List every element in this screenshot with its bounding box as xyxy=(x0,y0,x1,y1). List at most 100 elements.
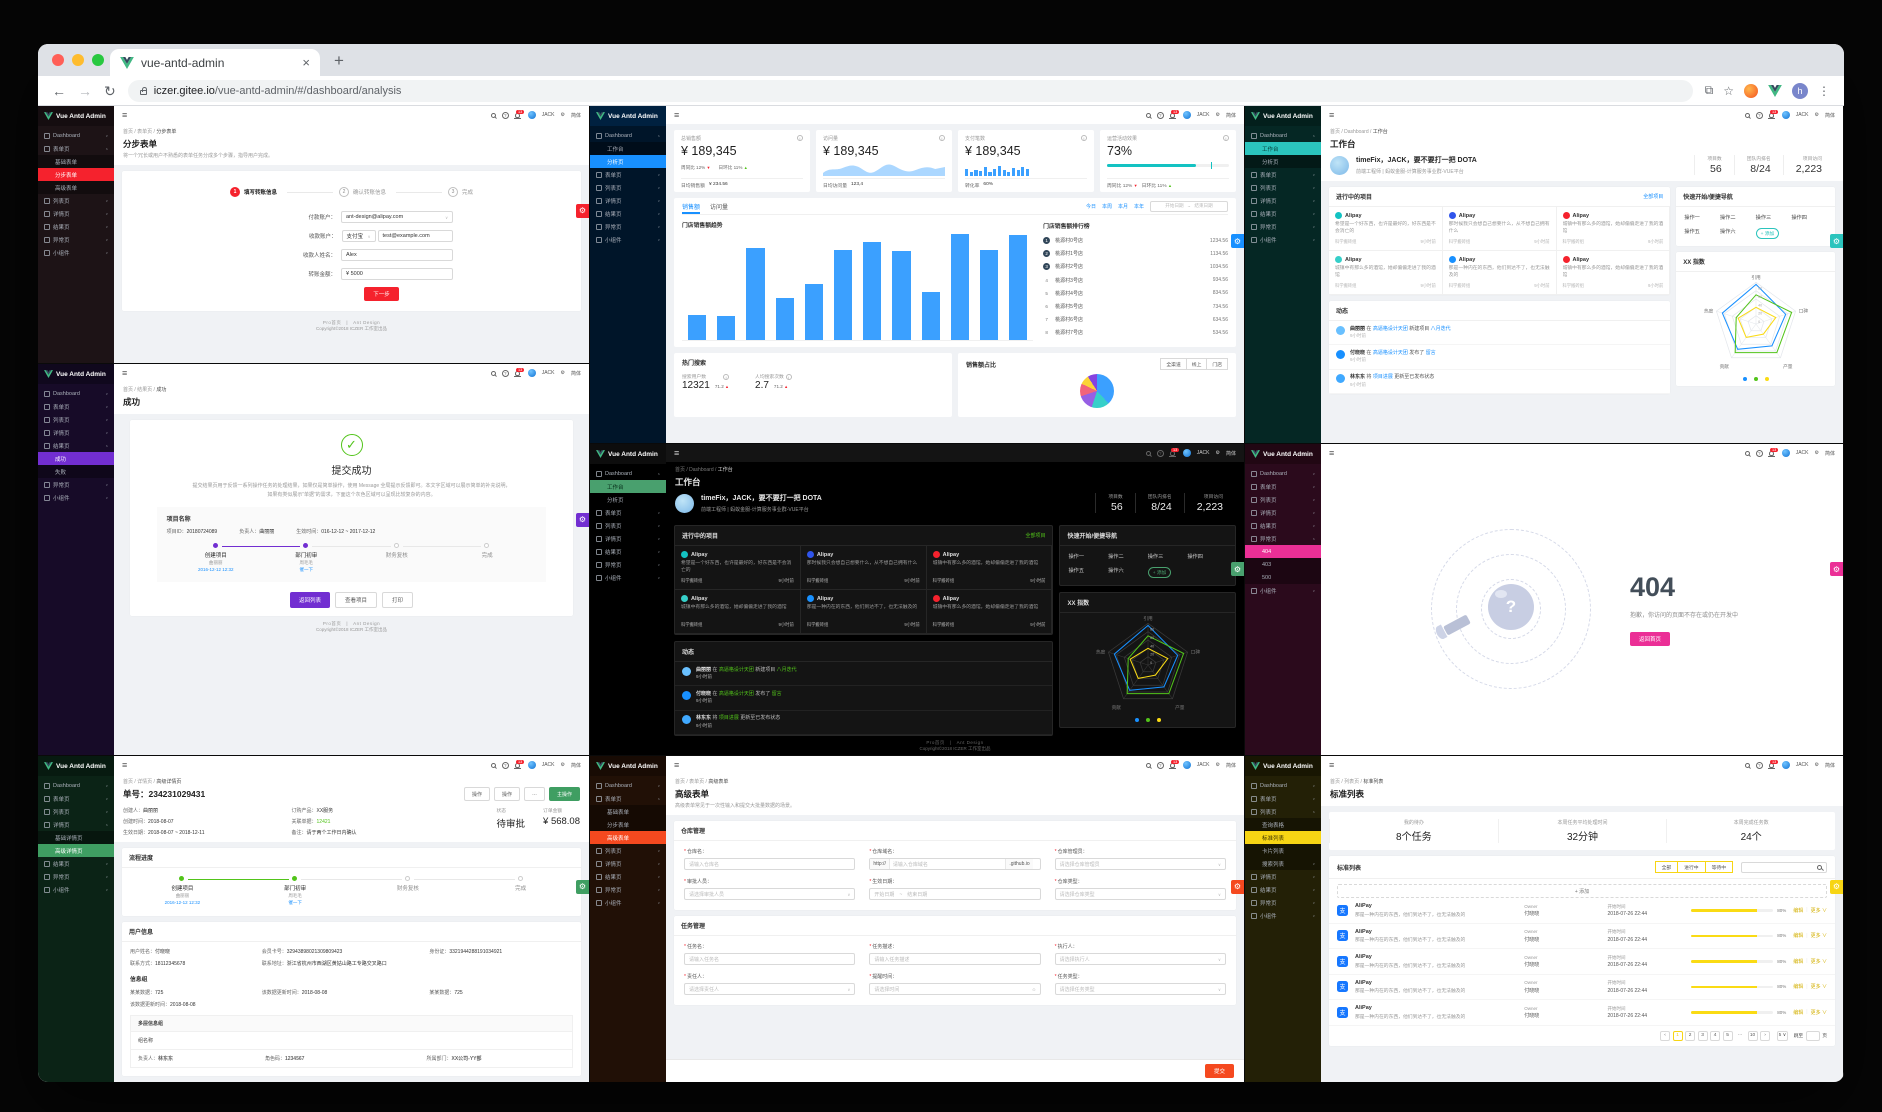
app-logo[interactable]: Vue Antd Admin xyxy=(590,106,666,126)
quick-op-link[interactable]: 操作四 xyxy=(1791,215,1807,221)
quick-op-link[interactable]: 操作二 xyxy=(1108,554,1124,560)
sidebar-item[interactable]: 列表页 ∧ xyxy=(1245,805,1321,818)
search-icon[interactable] xyxy=(490,762,496,768)
language-label[interactable]: 简体 xyxy=(1824,762,1835,769)
sidebar-item[interactable]: 表单页 ∨ xyxy=(590,506,666,519)
form-input[interactable]: 请选择仓库管理员 ∨ xyxy=(1054,858,1226,870)
quick-op-link[interactable]: 操作一 xyxy=(1068,554,1085,560)
sidebar-item[interactable]: 异常页 ∨ xyxy=(38,870,114,883)
sidebar-item[interactable]: 列表页 ∨ xyxy=(590,181,666,194)
form-input[interactable]: http://请输入仓库域名 .github.io xyxy=(869,858,1041,870)
sidebar-item[interactable]: 异常页 ∨ xyxy=(38,478,114,491)
channel-filter-button[interactable]: 门店 xyxy=(1206,358,1228,370)
app-logo[interactable]: Vue Antd Admin xyxy=(38,364,114,384)
notification-bell-icon[interactable]: 13 xyxy=(513,367,524,377)
tab-close-icon[interactable]: × xyxy=(302,55,310,70)
sidebar-item[interactable]: 结果页 ∨ xyxy=(1245,519,1321,532)
project-card[interactable]: Alipay 希望是一个好东西，也许是最好的，好东西是不会消亡的 科学搬砖组 9小时前 xyxy=(1329,207,1443,251)
project-card[interactable]: Alipay 那时候我只会想自己想要什么，从不想自己拥有什么 科学搬砖组 9小时前 xyxy=(1442,207,1557,251)
sidebar-item[interactable]: 结果页 ∨ xyxy=(590,870,666,883)
sidebar-item[interactable]: 列表页 ∨ xyxy=(38,805,114,818)
menu-collapse-icon[interactable]: ≡ xyxy=(1329,110,1335,120)
more-link[interactable]: 更多 ∨ xyxy=(1810,984,1827,991)
user-avatar[interactable] xyxy=(1182,761,1191,769)
form-input[interactable]: 请选择仓库类型 ∨ xyxy=(1054,888,1226,900)
menu-collapse-icon[interactable]: ≡ xyxy=(1329,760,1335,770)
project-card[interactable]: Alipay 那是一种内在的东西，他们到达不了，也无法触及的 科学搬砖组 9小时前 xyxy=(800,590,927,634)
sidebar-item[interactable]: 小组件 ∨ xyxy=(38,491,114,504)
page-button[interactable]: ‹ xyxy=(1660,1030,1671,1041)
sidebar-item[interactable]: 异常页 ∨ xyxy=(1245,220,1321,233)
help-icon[interactable]: ? xyxy=(1156,111,1164,119)
channel-filter-button[interactable]: 全渠道 xyxy=(1160,358,1187,370)
language-gear-icon[interactable]: ⚙ xyxy=(1215,450,1220,456)
sidebar-item[interactable]: 结果页 ∨ xyxy=(38,857,114,870)
sidebar-item[interactable]: 小组件 ∨ xyxy=(590,896,666,909)
theme-settings-button[interactable]: ⚙ xyxy=(1830,562,1843,577)
info-icon[interactable]: i xyxy=(1223,135,1229,141)
notification-bell-icon[interactable]: 13 xyxy=(1168,447,1179,457)
info-icon[interactable]: i xyxy=(939,135,945,141)
form-input[interactable]: 请选择责任人 ∨ xyxy=(684,983,856,995)
page-button[interactable]: ··· xyxy=(1735,1030,1746,1041)
theme-settings-button[interactable]: ⚙ xyxy=(1231,562,1244,577)
sidebar-item[interactable]: 小组件 ∨ xyxy=(1245,584,1321,597)
form-input[interactable]: 请输入仓库名 xyxy=(684,858,856,870)
user-avatar[interactable] xyxy=(527,111,536,119)
sidebar-item[interactable]: 表单页 ∨ xyxy=(590,168,666,181)
language-label[interactable]: 简体 xyxy=(1824,450,1835,457)
sidebar-item[interactable]: 列表页 ∨ xyxy=(38,413,114,426)
quick-op-link[interactable]: 操作一 xyxy=(1684,215,1700,221)
more-link[interactable]: 更多 ∨ xyxy=(1810,933,1827,940)
edit-link[interactable]: 编辑 xyxy=(1793,907,1804,914)
app-logo[interactable]: Vue Antd Admin xyxy=(38,756,114,776)
language-gear-icon[interactable]: ⚙ xyxy=(1215,112,1220,118)
form-input[interactable]: 请选择任务类型 ∨ xyxy=(1054,983,1226,995)
form-input[interactable]: 请输入任务描述 xyxy=(869,953,1041,965)
sidebar-item[interactable]: 高级表单 xyxy=(590,831,666,844)
quick-op-link[interactable]: 操作五 xyxy=(1684,229,1700,235)
project-card[interactable]: Alipay 希望是一个好东西，也许是最好的，好东西是不会消亡的 科学搬砖组 9小时前 xyxy=(675,546,801,590)
language-label[interactable]: 简体 xyxy=(1824,112,1835,119)
sidebar-item[interactable]: 列表页 ∨ xyxy=(590,844,666,857)
sidebar-item[interactable]: 详情页 ∨ xyxy=(590,857,666,870)
more-link[interactable]: 更多 ∨ xyxy=(1810,907,1827,914)
sidebar-item[interactable]: 小组件 ∨ xyxy=(590,233,666,246)
sidebar-item[interactable]: 基础详情页 xyxy=(38,831,114,844)
filter-button[interactable]: 全部 xyxy=(1654,861,1679,873)
filter-button[interactable]: 等待中 xyxy=(1704,861,1733,873)
page-button[interactable]: › xyxy=(1760,1030,1771,1041)
submit-button[interactable]: 提交 xyxy=(1204,1064,1234,1078)
help-icon[interactable]: ? xyxy=(1755,449,1763,457)
help-icon[interactable]: ? xyxy=(1156,761,1164,769)
menu-collapse-icon[interactable]: ≡ xyxy=(122,760,128,770)
add-button[interactable]: + 添加 xyxy=(1755,228,1780,239)
sidebar-item[interactable]: 高级表单 xyxy=(38,181,114,194)
language-gear-icon[interactable]: ⚙ xyxy=(1814,762,1819,768)
search-icon[interactable] xyxy=(490,112,496,118)
menu-collapse-icon[interactable]: ≡ xyxy=(122,110,128,120)
translate-icon[interactable]: ⧉ xyxy=(1704,83,1714,97)
project-card[interactable]: Alipay 城镇中有那么多的酒馆，她却偏偏走进了我的酒馆 科学搬砖组 9小时前 xyxy=(926,590,1053,634)
sidebar-item[interactable]: 查询表格 xyxy=(1245,818,1321,831)
theme-settings-button[interactable]: ⚙ xyxy=(1231,234,1244,249)
sidebar-item[interactable]: Dashboard ∧ xyxy=(590,129,666,142)
sidebar-item[interactable]: 结果页 ∨ xyxy=(1245,207,1321,220)
quick-op-link[interactable]: 操作六 xyxy=(1719,229,1736,235)
extension-icon-orange[interactable] xyxy=(1744,83,1758,98)
edit-link[interactable]: 编辑 xyxy=(1793,958,1804,965)
reload-icon[interactable]: ↻ xyxy=(104,82,116,99)
jump-page-input[interactable] xyxy=(1805,1030,1820,1041)
range-link[interactable]: 本年 xyxy=(1133,203,1144,210)
menu-collapse-icon[interactable]: ≡ xyxy=(122,368,128,378)
channel-filter-button[interactable]: 线上 xyxy=(1185,358,1208,370)
user-avatar[interactable] xyxy=(527,369,536,377)
back-to-list-button[interactable]: 返回列表 xyxy=(289,592,330,609)
sidebar-item[interactable]: 详情页 ∨ xyxy=(590,532,666,545)
language-label[interactable]: 简体 xyxy=(570,762,581,769)
form-input[interactable]: 请选择审批人员 ∨ xyxy=(684,888,856,900)
theme-settings-button[interactable]: ⚙ xyxy=(576,512,589,527)
search-icon[interactable] xyxy=(1145,112,1151,118)
maximize-window-button[interactable] xyxy=(92,54,104,66)
language-label[interactable]: 简体 xyxy=(570,370,581,377)
